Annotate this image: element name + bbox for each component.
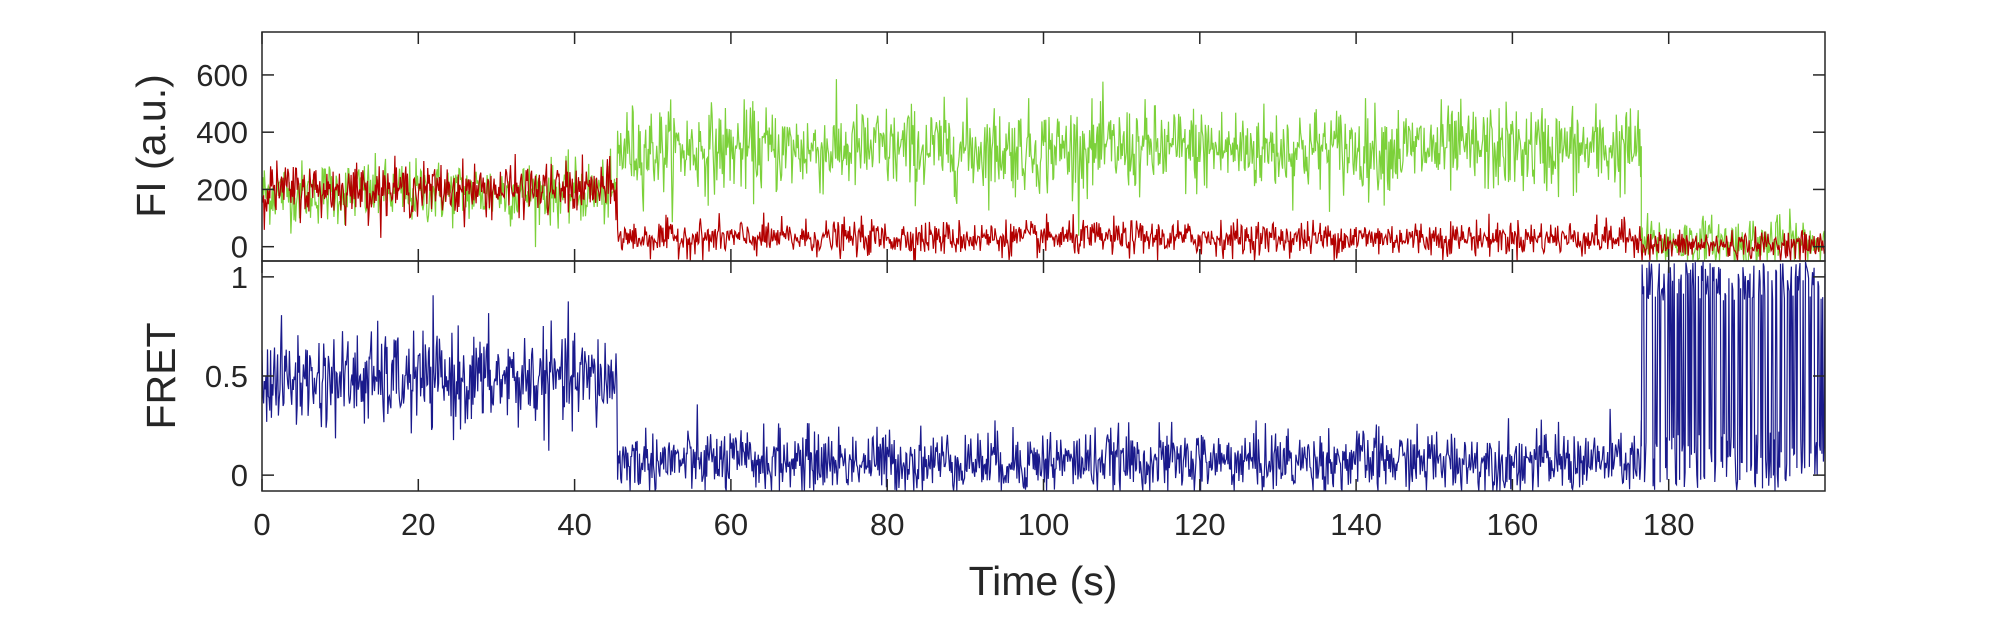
x-tick-label: 80 xyxy=(870,507,904,542)
y-tick-label: 0.5 xyxy=(205,359,248,394)
x-tick-label: 160 xyxy=(1487,507,1539,542)
fret-panel: 00.51 0 20 40 60 80 100 120 140 160 180 FRET Time… xyxy=(138,260,1826,604)
y-tick-label: 400 xyxy=(196,115,248,150)
x-tick-label: 140 xyxy=(1330,507,1382,542)
fret-y-axis-label: FRET xyxy=(138,322,184,429)
fret-traces xyxy=(261,261,1826,492)
x-axis-label: Time (s) xyxy=(969,558,1118,604)
x-tick-label: 20 xyxy=(401,507,435,542)
y-tick-label: 200 xyxy=(196,172,248,207)
y-tick-label: 600 xyxy=(196,58,248,93)
intensity-y-axis-label: FI (a.u.) xyxy=(128,74,174,218)
fret-y-ticks: 00.51 xyxy=(205,260,1825,493)
x-tick-label: 120 xyxy=(1174,507,1226,542)
x-tick-label: 180 xyxy=(1643,507,1695,542)
intensity-x-ticks xyxy=(261,32,1670,261)
y-tick-label: 1 xyxy=(231,260,248,295)
x-tick-label: 40 xyxy=(557,507,591,542)
x-tick-label: 60 xyxy=(714,507,748,542)
intensity-y-ticks: 0 200 400 600 xyxy=(196,58,1825,265)
trace-fret xyxy=(261,261,1826,492)
fret-x-ticks: 0 20 40 60 80 100 120 140 160 180 xyxy=(253,261,1695,542)
intensity-traces xyxy=(261,79,1826,262)
y-tick-label: 0 xyxy=(231,458,248,493)
y-tick-label: 0 xyxy=(231,230,248,265)
intensity-panel: 0 200 400 600 FI (a.u.) xyxy=(128,31,1826,265)
trace-acceptor xyxy=(261,153,1826,262)
x-tick-label: 0 xyxy=(253,507,270,542)
x-tick-label: 100 xyxy=(1018,507,1070,542)
